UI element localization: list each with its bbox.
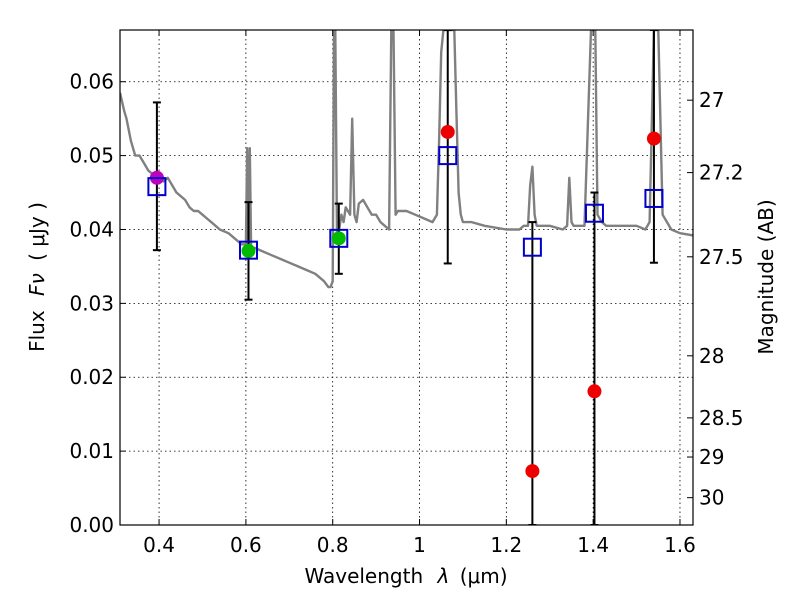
y2-tick-label: 28 <box>699 344 724 368</box>
x-axis-label-symbol: λ <box>437 564 450 588</box>
observed-point <box>525 464 540 479</box>
x-tick-label: 1.4 <box>577 533 609 557</box>
model-band-square <box>644 188 664 208</box>
y-tick-label: 0.04 <box>69 217 114 241</box>
y2-tick-label: 30 <box>699 486 724 510</box>
y-tick-label: 0.03 <box>69 291 114 315</box>
y2-tick-label: 27.5 <box>699 245 744 269</box>
axis-ticks: 0.4 0.6 0.8 1 1.2 1.4 1.6 0.00 0.01 0.02 0.03 0.04 0… <box>69 30 744 557</box>
model-band-square <box>522 237 542 257</box>
y2-tick-label: 27.2 <box>699 161 744 185</box>
model-band-square <box>329 228 349 248</box>
grid-lines <box>120 30 693 526</box>
y2-axis-label: Magnitude (AB) <box>754 199 778 354</box>
x-tick-label: 0.8 <box>317 533 349 557</box>
observed-point <box>241 243 256 258</box>
model-band-square <box>584 203 604 223</box>
spectrum-line <box>120 30 693 289</box>
model-band-square <box>438 146 458 166</box>
model-band-squares <box>147 146 664 260</box>
y2-tick-label: 29 <box>699 445 724 469</box>
model-band-square <box>238 240 258 260</box>
y2-tick-label: 28.5 <box>699 406 744 430</box>
model-spectrum <box>120 30 693 289</box>
observed-point <box>440 124 455 139</box>
y-axis-label-unit: ( μJy ) <box>25 202 49 261</box>
observed-point <box>331 231 346 246</box>
x-tick-label: 1.6 <box>664 533 696 557</box>
y-tick-label: 0.06 <box>69 70 114 94</box>
y2-tick-label: 27 <box>699 88 724 112</box>
data-points <box>149 124 661 479</box>
y-tick-label: 0.02 <box>69 365 114 389</box>
x-tick-label: 1 <box>413 533 426 557</box>
x-axis-label-unit: (μm) <box>460 564 508 588</box>
y-axis-label-text: Flux <box>25 310 49 352</box>
observed-point <box>587 384 602 399</box>
plot-frame <box>119 29 694 526</box>
y-axis-label: Flux Fν ( μJy ) <box>25 202 49 352</box>
x-axis-label-text: Wavelength <box>304 564 423 588</box>
y-tick-label: 0.05 <box>69 144 114 168</box>
observed-point <box>646 131 661 146</box>
x-tick-label: 1.2 <box>490 533 522 557</box>
y-axis-label-symbol: Fν <box>25 273 49 296</box>
x-tick-label: 0.6 <box>230 533 262 557</box>
x-tick-label: 0.4 <box>143 533 175 557</box>
y-tick-label: 0.00 <box>69 513 114 537</box>
y-tick-label: 0.01 <box>69 439 114 463</box>
model-band-square <box>147 177 167 197</box>
x-axis-label: Wavelength λ (μm) <box>304 564 507 588</box>
